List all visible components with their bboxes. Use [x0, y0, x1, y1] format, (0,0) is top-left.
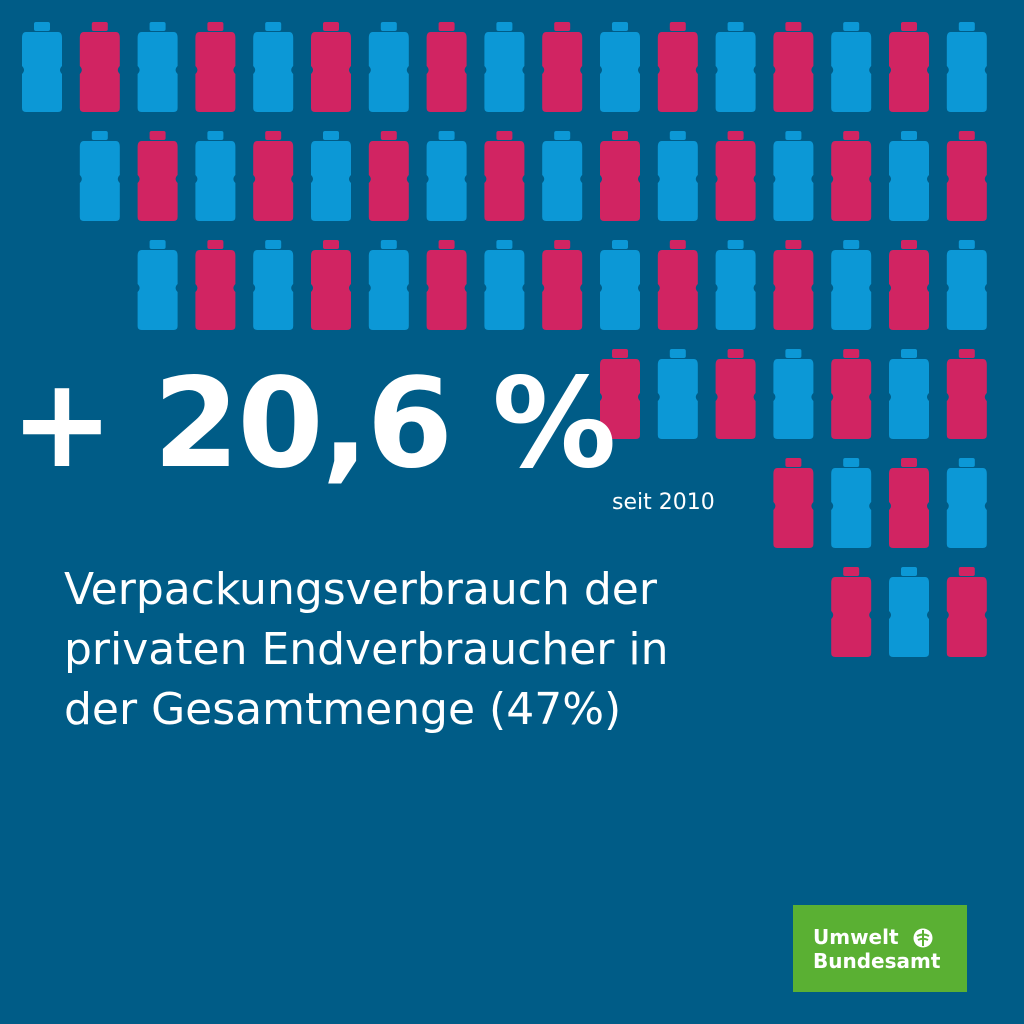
- bottle-icon: [137, 240, 178, 330]
- bottle-icon: [195, 240, 236, 330]
- bottle-icon: [311, 240, 351, 330]
- bottle-icon: [889, 240, 929, 330]
- uba-tree-icon: [913, 928, 933, 948]
- bottle-icon: [600, 349, 640, 439]
- bottle-icon: [773, 131, 814, 221]
- bottle-icon: [311, 22, 351, 112]
- bottle-icon: [657, 349, 698, 439]
- bottle-icon: [542, 22, 583, 112]
- bottle-icon: [831, 240, 872, 330]
- bottle-icon: [22, 22, 62, 112]
- bottle-icon: [542, 131, 583, 221]
- bottle-icon: [311, 131, 351, 221]
- uba-logo: Umwelt Bundesamt: [793, 905, 967, 992]
- bottle-icon: [657, 131, 698, 221]
- bottle-icon: [831, 349, 872, 439]
- bottle-icon: [715, 240, 756, 330]
- bottle-icon: [195, 131, 236, 221]
- bottle-icon: [253, 22, 294, 112]
- bottle-icon: [542, 240, 583, 330]
- bottle-grid: [22, 22, 987, 657]
- bottle-icon: [79, 22, 120, 112]
- bottle-icon: [946, 567, 987, 657]
- description: Verpackungsverbrauch der privaten Endver…: [64, 560, 824, 740]
- description-line: Verpackungsverbrauch der: [64, 564, 657, 615]
- bottle-icon: [368, 131, 409, 221]
- bottle-icon: [484, 131, 525, 221]
- bottle-icon: [831, 567, 872, 657]
- bottle-icon: [253, 240, 294, 330]
- bottle-icon: [426, 240, 467, 330]
- bottle-icon: [946, 349, 987, 439]
- bottle-icon: [368, 240, 409, 330]
- bottle-icon: [946, 22, 987, 112]
- bottle-icon: [889, 349, 929, 439]
- bottle-icon: [773, 458, 814, 548]
- bottle-icon: [715, 131, 756, 221]
- logo-text-line2: Bundesamt: [813, 949, 941, 973]
- description-line: der Gesamtmenge (47%): [64, 684, 622, 735]
- bottle-icon: [831, 22, 872, 112]
- bottle-icon: [831, 131, 872, 221]
- bottle-icon: [484, 22, 525, 112]
- bottle-icon: [889, 567, 929, 657]
- bottle-icon: [715, 22, 756, 112]
- bottle-icon: [600, 240, 640, 330]
- bottle-icon: [137, 131, 178, 221]
- bottle-icon: [600, 22, 640, 112]
- bottle-icon: [946, 131, 987, 221]
- bottle-icon: [657, 22, 698, 112]
- bottle-icon: [426, 22, 467, 112]
- bottle-icon: [773, 22, 814, 112]
- bottle-icon: [137, 22, 178, 112]
- bottle-icon: [889, 131, 929, 221]
- logo-text-line1: Umwelt: [813, 925, 899, 949]
- bottle-icon: [253, 131, 294, 221]
- bottle-icon: [946, 240, 987, 330]
- bottle-icon: [484, 240, 525, 330]
- bottle-icon: [773, 240, 814, 330]
- bottle-icon: [831, 458, 872, 548]
- bottle-icon: [889, 458, 929, 548]
- description-line: privaten Endverbraucher in: [64, 624, 669, 675]
- bottle-icon: [715, 349, 756, 439]
- bottle-icon: [426, 131, 467, 221]
- bottle-icon: [195, 22, 236, 112]
- bottle-icon: [368, 22, 409, 112]
- since-label: seit 2010: [612, 490, 715, 515]
- bottle-icon: [657, 240, 698, 330]
- bottle-icon: [889, 22, 929, 112]
- bottle-icon: [600, 131, 640, 221]
- bottle-icon: [79, 131, 120, 221]
- headline-value: + 20,6 %: [10, 352, 616, 496]
- bottle-icon: [773, 349, 814, 439]
- bottle-icon: [946, 458, 987, 548]
